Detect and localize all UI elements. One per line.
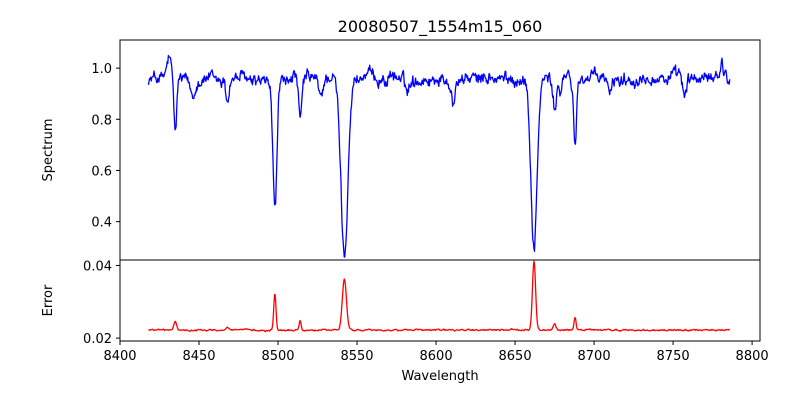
x-tick-label: 8750 [657, 349, 690, 364]
x-tick-label: 8550 [340, 349, 373, 364]
x-tick-label: 8400 [103, 349, 136, 364]
spectrum-y-tick-label: 0.8 [91, 113, 112, 128]
spectrum-y-tick-label: 1.0 [91, 62, 112, 77]
spectrum-y-tick-label: 0.6 [91, 164, 112, 179]
spectrum-y-ticks: 0.4 0.6 0.8 1.0 [91, 62, 120, 231]
error-y-tick-label: 0.02 [83, 332, 112, 347]
spectrum-y-tick-label: 0.4 [91, 216, 112, 231]
x-axis-ticks: 8400 8450 8500 8550 8600 8650 8700 8750 8800 [103, 341, 769, 364]
spectrum-panel: 0.4 0.6 0.8 1.0 Spectrum [41, 39, 761, 261]
x-tick-label: 8450 [182, 349, 215, 364]
error-plot-frame [119, 259, 761, 342]
spectrum-y-axis-label: Spectrum [41, 119, 56, 182]
error-y-tick-label: 0.04 [83, 259, 112, 274]
error-panel: 0.02 0.04 Error [41, 259, 761, 347]
x-tick-label: 8800 [736, 349, 769, 364]
x-tick-label: 8500 [261, 349, 294, 364]
error-y-axis-label: Error [41, 284, 56, 316]
x-axis-label: Wavelength [401, 369, 478, 384]
x-tick-label: 8600 [420, 349, 453, 364]
chart-title: 20080507_1554m15_060 [338, 17, 543, 37]
spectrum-series-line [147, 54, 731, 258]
x-tick-label: 8650 [499, 349, 532, 364]
x-tick-label: 8700 [578, 349, 611, 364]
error-series-line [148, 260, 730, 333]
error-y-ticks: 0.02 0.04 [83, 259, 120, 347]
